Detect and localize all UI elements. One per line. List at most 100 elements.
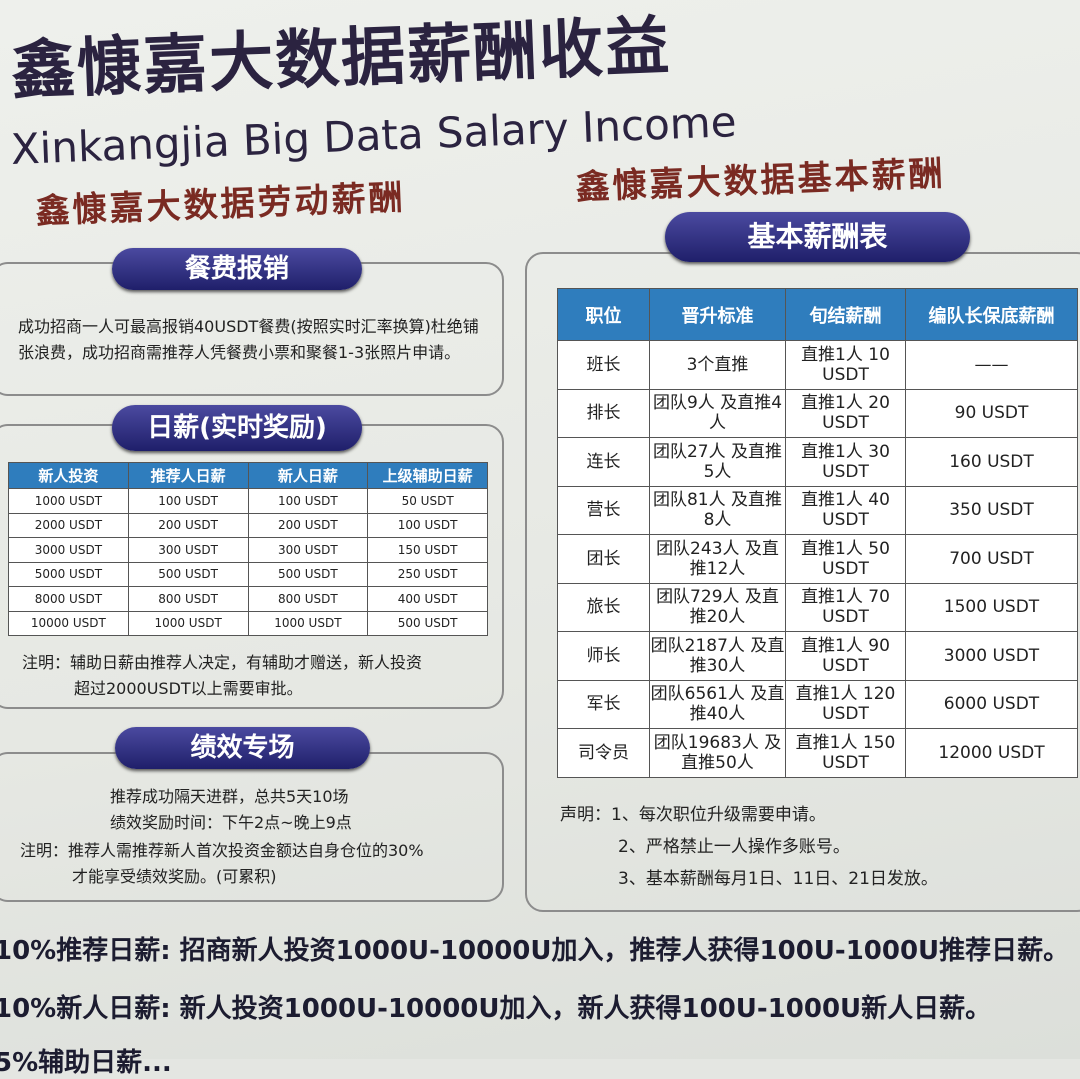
table-cell: 团队243人 及直推12人	[649, 534, 786, 584]
table-cell: 团队729人 及直推20人	[649, 582, 786, 632]
table-cell: 300 USDT	[127, 537, 249, 563]
base-header-cell: 职位	[557, 288, 650, 341]
table-cell: 3000 USDT	[8, 537, 129, 563]
perf-line-2: 绩效奖励时间：下午2点~晚上9点	[110, 813, 352, 832]
table-cell: 团队19683人 及直推50人	[649, 728, 786, 778]
table-cell: 500 USDT	[127, 561, 249, 587]
daily-header-cell: 推荐人日薪	[127, 462, 249, 489]
table-cell: 1500 USDT	[905, 582, 1078, 632]
table-row: 军长 团队6561人 及直推40人 直推1人 120 USDT 6000 USDT	[557, 679, 1078, 729]
table-row: 10000 USDT 1000 USDT 1000 USDT 500 USDT	[8, 610, 488, 636]
table-cell: 直推1人 50 USDT	[785, 534, 906, 584]
table-cell: 团队2187人 及直推30人	[649, 631, 786, 681]
table-row: 团长 团队243人 及直推12人 直推1人 50 USDT 700 USDT	[557, 534, 1078, 584]
table-cell: 160 USDT	[905, 437, 1078, 487]
table-row: 司令员 团队19683人 及直推50人 直推1人 150 USDT 12000 USD…	[557, 728, 1078, 778]
perf-pill: 绩效专场	[115, 727, 370, 769]
table-cell: 1000 USDT	[127, 610, 249, 636]
table-cell: 500 USDT	[247, 561, 369, 587]
table-cell: 团队6561人 及直推40人	[649, 679, 786, 729]
bottom-line-3: 5%辅助日薪...	[0, 1048, 172, 1078]
table-cell: 5000 USDT	[8, 561, 129, 587]
daily-note-2: 超过2000USDT以上需要审批。	[74, 679, 303, 698]
table-cell: 3000 USDT	[905, 631, 1078, 681]
table-cell: 6000 USDT	[905, 679, 1078, 729]
table-cell: 直推1人 150 USDT	[785, 728, 906, 778]
right-heading: 鑫慷嘉大数据基本薪酬	[575, 153, 947, 208]
base-header-cell: 旬结薪酬	[785, 288, 906, 341]
table-cell: 350 USDT	[905, 485, 1078, 535]
table-cell: 团队27人 及直推5人	[649, 437, 786, 487]
meal-pill: 餐费报销	[112, 248, 362, 290]
table-row: 1000 USDT 100 USDT 100 USDT 50 USDT	[8, 488, 488, 514]
table-row: 2000 USDT 200 USDT 200 USDT 100 USDT	[8, 512, 488, 538]
daily-note-1: 注明：辅助日薪由推荐人决定，有辅助才赠送，新人投资	[22, 653, 423, 672]
table-row: 连长 团队27人 及直推5人 直推1人 30 USDT 160 USDT	[557, 437, 1078, 487]
table-cell: 直推1人 70 USDT	[785, 582, 906, 632]
table-cell: 1000 USDT	[247, 610, 369, 636]
table-row: 师长 团队2187人 及直推30人 直推1人 90 USDT 3000 USDT	[557, 631, 1078, 681]
statement-3: 3、基本薪酬每月1日、11日、21日发放。	[618, 869, 938, 889]
daily-header-cell: 新人投资	[8, 462, 129, 489]
daily-header-cell: 新人日薪	[247, 462, 369, 489]
table-cell: 800 USDT	[127, 586, 249, 612]
table-cell: 团长	[557, 534, 650, 584]
table-cell: 直推1人 10 USDT	[785, 340, 906, 390]
table-row: 排长 团队9人 及直推4人 直推1人 20 USDT 90 USDT	[557, 388, 1078, 438]
table-cell: 军长	[557, 679, 650, 729]
table-cell: 1000 USDT	[8, 488, 129, 514]
table-cell: 直推1人 40 USDT	[785, 485, 906, 535]
left-heading: 鑫慷嘉大数据劳动薪酬	[35, 177, 407, 232]
table-cell: 旅长	[557, 582, 650, 632]
table-cell: 100 USDT	[367, 512, 488, 538]
statement-1: 声明：1、每次职位升级需要申请。	[560, 805, 826, 825]
table-cell: 2000 USDT	[8, 512, 129, 538]
table-cell: 连长	[557, 437, 650, 487]
table-cell: 班长	[557, 340, 650, 390]
table-cell: 100 USDT	[127, 488, 249, 514]
base-header-cell: 晋升标准	[649, 288, 786, 341]
table-cell: 司令员	[557, 728, 650, 778]
table-cell: 直推1人 120 USDT	[785, 679, 906, 729]
table-cell: ——	[905, 340, 1078, 390]
base-salary-pill: 基本薪酬表	[665, 212, 970, 262]
table-cell: 3个直推	[649, 340, 786, 390]
table-cell: 直推1人 20 USDT	[785, 388, 906, 438]
bottom-line-2: 10%新人日薪: 新人投资1000U-10000U加入，新人获得100U-100…	[0, 994, 992, 1024]
table-cell: 90 USDT	[905, 388, 1078, 438]
table-row: 3000 USDT 300 USDT 300 USDT 150 USDT	[8, 537, 488, 563]
table-row: 8000 USDT 800 USDT 800 USDT 400 USDT	[8, 586, 488, 612]
table-row: 班长 3个直推 直推1人 10 USDT ——	[557, 340, 1078, 390]
statement-2: 2、严格禁止一人操作多账号。	[618, 837, 850, 857]
table-row: 旅长 团队729人 及直推20人 直推1人 70 USDT 1500 USDT	[557, 582, 1078, 632]
table-cell: 团队9人 及直推4人	[649, 388, 786, 438]
perf-note-1: 注明：推荐人需推荐新人首次投资金额达自身仓位的30%	[20, 841, 424, 860]
table-row: 营长 团队81人 及直推8人 直推1人 40 USDT 350 USDT	[557, 485, 1078, 535]
table-cell: 200 USDT	[127, 512, 249, 538]
table-cell: 12000 USDT	[905, 728, 1078, 778]
page-subtitle: Xinkangjia Big Data Salary Income	[9, 97, 738, 174]
perf-line-1: 推荐成功隔天进群，总共5天10场	[110, 787, 349, 806]
daily-header-cell: 上级辅助日薪	[367, 462, 488, 489]
table-cell: 800 USDT	[247, 586, 369, 612]
base-salary-table: 职位 晋升标准 旬结薪酬 编队长保底薪酬 班长 3个直推 直推1人 10 USDT —— 排长团…	[557, 288, 1078, 778]
bottom-line-1: 10%推荐日薪: 招商新人投资1000U-10000U加入，推荐人获得100U-…	[0, 936, 1070, 966]
table-cell: 50 USDT	[367, 488, 488, 514]
meal-text: 成功招商一人可最高报销40USDT餐费(按照实时汇率换算)杜绝铺张浪费，成功招商…	[18, 317, 479, 362]
daily-salary-table: 新人投资 推荐人日薪 新人日薪 上级辅助日薪 1000 USDT 100 USDT 100 …	[8, 462, 488, 636]
table-cell: 团队81人 及直推8人	[649, 485, 786, 535]
table-cell: 师长	[557, 631, 650, 681]
table-cell: 150 USDT	[367, 537, 488, 563]
table-cell: 直推1人 90 USDT	[785, 631, 906, 681]
table-cell: 100 USDT	[247, 488, 369, 514]
table-cell: 8000 USDT	[8, 586, 129, 612]
table-cell: 300 USDT	[247, 537, 369, 563]
table-cell: 直推1人 30 USDT	[785, 437, 906, 487]
table-cell: 营长	[557, 485, 650, 535]
daily-pill: 日薪(实时奖励)	[112, 405, 362, 451]
table-cell: 500 USDT	[367, 610, 488, 636]
table-row: 5000 USDT 500 USDT 500 USDT 250 USDT	[8, 561, 488, 587]
table-cell: 10000 USDT	[8, 610, 129, 636]
page-title: 鑫慷嘉大数据薪酬收益	[10, 9, 673, 109]
